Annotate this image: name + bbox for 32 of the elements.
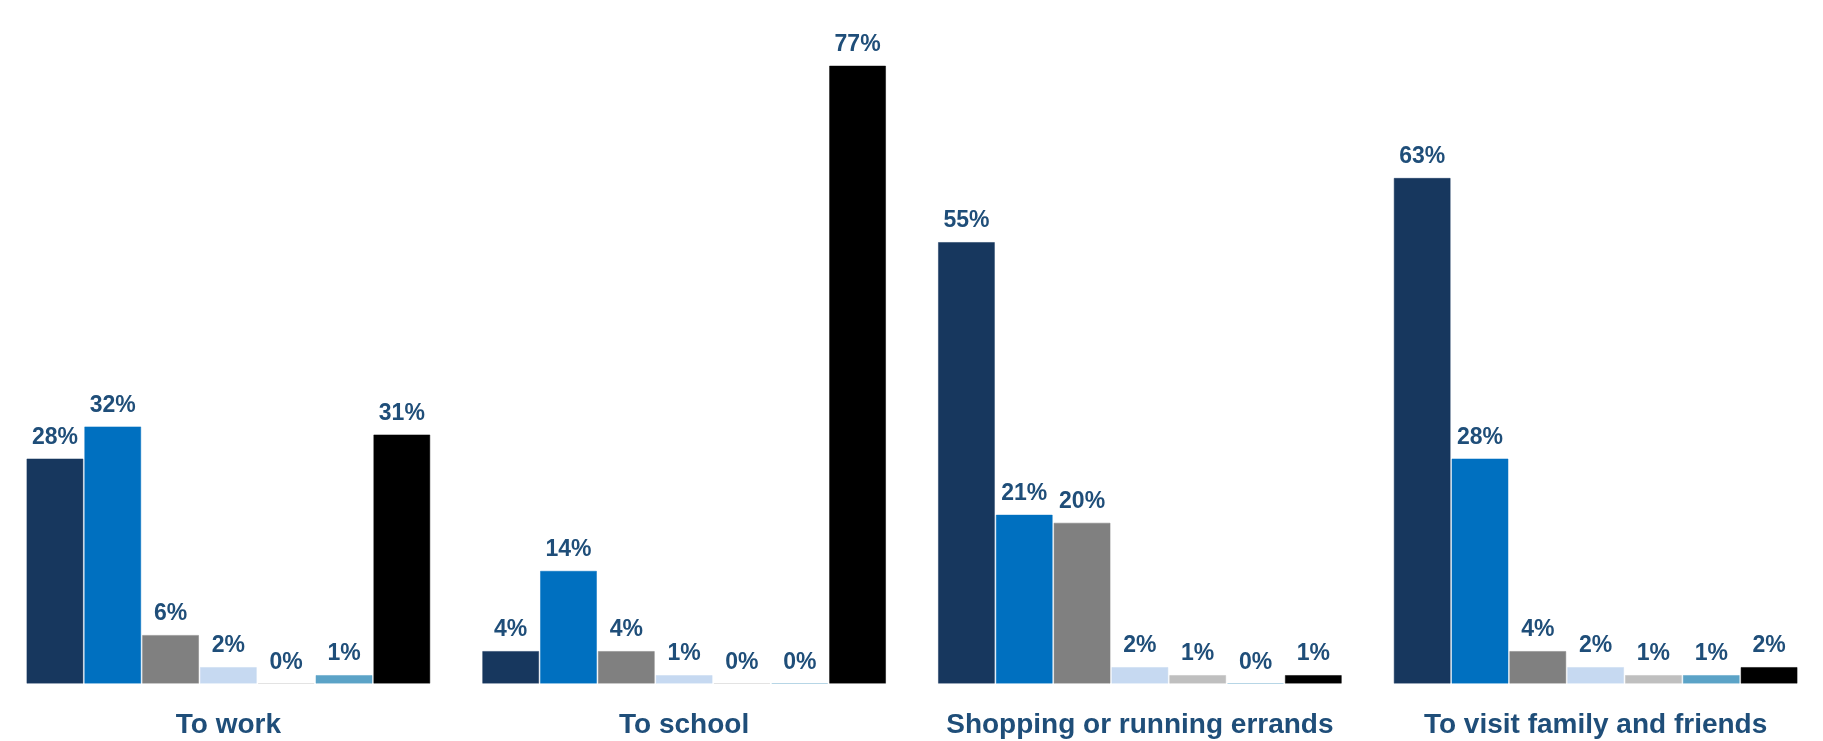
data-label: 0% bbox=[269, 647, 303, 674]
x-tick-label: To school bbox=[619, 707, 750, 739]
data-label: 77% bbox=[834, 30, 881, 57]
data-label: 55% bbox=[943, 206, 990, 233]
data-label: 1% bbox=[1694, 639, 1728, 666]
data-label: 4% bbox=[1521, 615, 1555, 642]
data-label: 21% bbox=[1001, 479, 1048, 506]
data-label: 1% bbox=[1636, 639, 1671, 666]
data-label: 28% bbox=[31, 422, 78, 449]
x-tick-label: To work bbox=[175, 707, 282, 739]
data-label: 6% bbox=[153, 599, 188, 626]
data-label: 28% bbox=[1456, 422, 1504, 449]
data-label: 0% bbox=[1238, 647, 1273, 674]
data-label: 1% bbox=[667, 639, 701, 666]
data-label: 2% bbox=[1123, 631, 1157, 658]
data-label: 1% bbox=[1296, 639, 1330, 666]
data-label: 4% bbox=[494, 615, 528, 642]
data-label: 0% bbox=[725, 647, 759, 674]
data-label: 1% bbox=[327, 639, 361, 666]
x-tick-label: To visit family and friends bbox=[1423, 707, 1768, 739]
data-label: 2% bbox=[211, 631, 245, 658]
data-label: 4% bbox=[609, 615, 643, 642]
data-label: 31% bbox=[378, 398, 425, 425]
data-label: 1% bbox=[1181, 639, 1215, 666]
data-label: 20% bbox=[1059, 487, 1106, 514]
data-label: 14% bbox=[545, 535, 592, 562]
data-label: 2% bbox=[1752, 631, 1786, 658]
data-label: 0% bbox=[783, 647, 817, 674]
x-tick-label: Shopping or running errands bbox=[946, 707, 1334, 739]
data-label: 2% bbox=[1579, 631, 1613, 658]
data-label: 32% bbox=[89, 390, 136, 417]
data-label: 63% bbox=[1399, 142, 1446, 169]
